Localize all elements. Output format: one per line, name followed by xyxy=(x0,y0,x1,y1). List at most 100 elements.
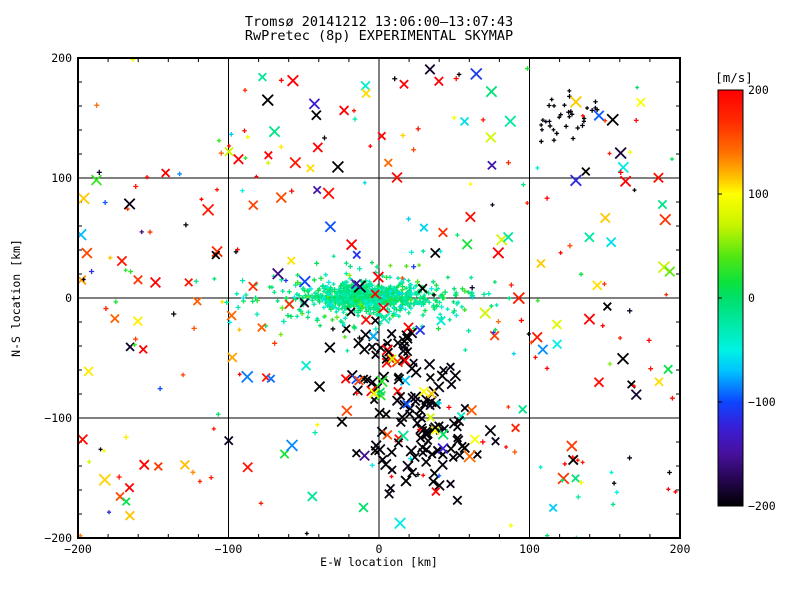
data-point xyxy=(153,461,163,471)
data-point xyxy=(360,304,366,310)
data-point xyxy=(646,337,652,343)
data-point xyxy=(351,303,357,309)
data-point xyxy=(602,302,612,311)
data-point xyxy=(326,279,332,285)
data-point xyxy=(627,308,633,314)
data-point xyxy=(592,280,603,291)
data-point xyxy=(472,449,482,459)
data-point xyxy=(241,370,254,383)
data-point xyxy=(463,450,476,463)
data-point xyxy=(313,380,326,393)
data-point xyxy=(132,316,143,327)
data-point xyxy=(224,435,234,446)
data-point xyxy=(566,440,578,452)
data-point xyxy=(481,291,487,298)
data-point xyxy=(233,249,239,255)
data-point xyxy=(341,310,346,315)
data-point xyxy=(321,305,327,310)
data-point xyxy=(248,200,259,211)
data-point xyxy=(430,247,441,259)
data-point xyxy=(124,482,135,493)
data-point xyxy=(551,127,556,132)
data-point xyxy=(418,294,424,300)
data-point xyxy=(545,533,550,538)
data-point xyxy=(357,301,363,307)
data-point xyxy=(378,302,390,314)
data-point xyxy=(370,316,380,326)
data-point xyxy=(480,117,486,123)
data-point xyxy=(558,112,563,117)
data-point xyxy=(121,497,131,506)
data-point xyxy=(287,289,292,295)
data-point xyxy=(398,282,402,287)
data-point xyxy=(459,442,470,454)
data-point xyxy=(352,250,362,260)
data-point xyxy=(409,452,420,463)
data-point xyxy=(332,295,337,300)
data-point xyxy=(224,299,230,305)
data-point xyxy=(400,132,406,139)
data-point xyxy=(124,510,135,521)
data-point xyxy=(296,293,302,299)
data-point xyxy=(338,289,344,295)
data-point xyxy=(648,366,654,372)
chart-title: Tromsø 20141212 13:06:00–13:07:43 RwPret… xyxy=(78,15,680,43)
data-point xyxy=(417,263,421,268)
data-point xyxy=(315,316,320,321)
data-point xyxy=(161,168,171,178)
data-point xyxy=(372,286,378,292)
data-point xyxy=(352,116,358,122)
data-point xyxy=(548,503,558,513)
data-point xyxy=(580,460,585,465)
data-point xyxy=(193,278,199,284)
data-point xyxy=(635,97,646,108)
data-point xyxy=(372,301,377,306)
data-point xyxy=(539,139,544,144)
data-point xyxy=(512,291,525,305)
data-point xyxy=(400,475,412,487)
data-point xyxy=(383,299,389,305)
data-point xyxy=(398,303,403,308)
data-point xyxy=(495,319,501,325)
data-point xyxy=(460,286,465,292)
data-point xyxy=(349,283,354,288)
data-point xyxy=(341,405,353,417)
data-point xyxy=(437,300,442,305)
data-point xyxy=(421,473,426,478)
data-point xyxy=(364,294,370,300)
data-point xyxy=(254,311,260,317)
data-point xyxy=(378,312,390,325)
data-point xyxy=(268,125,281,138)
data-point xyxy=(654,377,664,387)
data-point xyxy=(377,131,387,141)
data-point xyxy=(391,305,396,310)
y-axis-label: N-S location [km] xyxy=(9,239,23,357)
data-point xyxy=(254,174,259,179)
data-point xyxy=(339,105,350,116)
data-point xyxy=(409,249,414,255)
data-point xyxy=(448,453,458,462)
data-point xyxy=(593,105,598,110)
data-point xyxy=(320,297,325,303)
data-point xyxy=(388,288,393,294)
data-point xyxy=(607,151,612,156)
data-point xyxy=(323,314,328,319)
data-point xyxy=(367,342,377,352)
data-point xyxy=(415,325,426,336)
data-point xyxy=(318,275,324,281)
data-point xyxy=(536,258,546,269)
data-point xyxy=(575,458,580,463)
data-point xyxy=(358,308,363,313)
data-point xyxy=(397,430,409,442)
data-point xyxy=(585,106,590,110)
data-point xyxy=(508,282,514,288)
data-point xyxy=(451,299,456,304)
data-point xyxy=(340,296,345,301)
data-point xyxy=(664,266,676,278)
data-point xyxy=(437,459,448,470)
data-point xyxy=(216,138,222,143)
data-point xyxy=(177,171,182,177)
data-point xyxy=(133,275,143,285)
data-point xyxy=(367,376,378,388)
data-point xyxy=(547,119,552,124)
